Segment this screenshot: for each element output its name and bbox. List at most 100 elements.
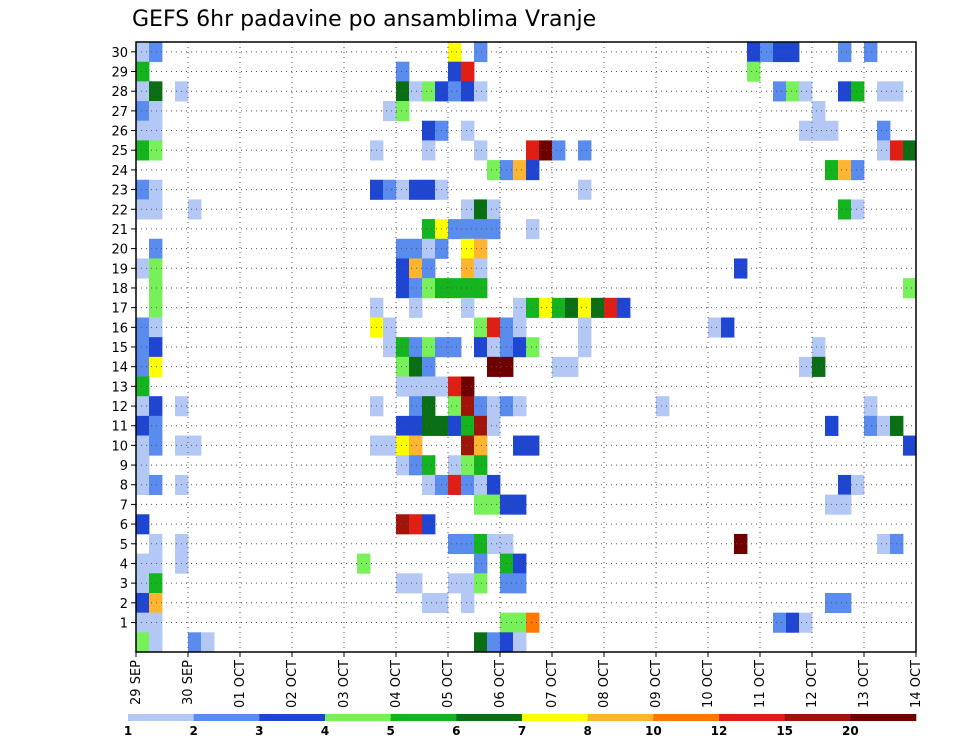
heatmap-cell (474, 278, 488, 299)
heatmap-cell (708, 317, 722, 338)
heatmap-cell (474, 494, 488, 515)
heatmap-cell (578, 317, 592, 338)
heatmap-cell (487, 317, 501, 338)
heatmap-cell (136, 356, 150, 377)
heatmap-cell (838, 42, 852, 63)
legend-label: 4 (321, 724, 329, 738)
heatmap-cell (409, 258, 423, 279)
heatmap-cell (526, 160, 540, 181)
y-tick-label: 11 (111, 420, 128, 435)
heatmap-cell (422, 81, 436, 102)
heatmap-cell (474, 219, 488, 240)
legend-label: 1 (124, 724, 132, 738)
heatmap-cell (513, 297, 527, 318)
heatmap-cell (513, 612, 527, 633)
heatmap-cell (461, 278, 475, 299)
heatmap-cell (461, 219, 475, 240)
heatmap-cell (422, 120, 436, 141)
heatmap-cell (500, 632, 514, 653)
heatmap-cell (474, 238, 488, 259)
heatmap-cell (461, 120, 475, 141)
heatmap-cell (474, 553, 488, 574)
heatmap-cell (422, 415, 436, 436)
heatmap-cell (526, 297, 540, 318)
legend-swatch (193, 714, 260, 721)
heatmap-cell (136, 101, 150, 122)
heatmap-cell (422, 140, 436, 161)
heatmap-cell (721, 317, 735, 338)
heatmap-cell (448, 81, 462, 102)
heatmap-cell (396, 81, 410, 102)
heatmap-cell (474, 258, 488, 279)
heatmap-cell (448, 415, 462, 436)
heatmap-cell (812, 356, 826, 377)
x-tick-label: 11 OCT (753, 660, 768, 708)
x-tick-label: 02 OCT (285, 660, 300, 708)
heatmap-cell (461, 297, 475, 318)
heatmap-cell (812, 120, 826, 141)
heatmap-cell (448, 278, 462, 299)
heatmap-cell (448, 573, 462, 594)
legend-swatch (259, 714, 326, 721)
heatmap-cells (136, 42, 917, 653)
heatmap-cell (461, 415, 475, 436)
heatmap-cell (136, 376, 150, 397)
heatmap-cell (149, 258, 163, 279)
heatmap-cell (149, 140, 163, 161)
heatmap-cell (513, 435, 527, 456)
heatmap-cell (799, 612, 813, 633)
legend-label: 7 (518, 724, 526, 738)
heatmap-cell (461, 592, 475, 614)
heatmap-cell (877, 140, 891, 161)
heatmap-cell (786, 42, 800, 63)
heatmap-cell (877, 120, 891, 141)
heatmap-cell (513, 317, 527, 338)
heatmap-cell (422, 179, 436, 200)
heatmap-cell (409, 573, 423, 594)
legend-label: 8 (583, 724, 591, 738)
heatmap-cell (903, 435, 917, 456)
heatmap-cell (149, 317, 163, 338)
heatmap-cell (396, 376, 410, 397)
heatmap-cell (409, 455, 423, 476)
y-tick-label: 22 (111, 203, 128, 218)
heatmap-cell (396, 179, 410, 200)
heatmap-cell (136, 61, 150, 82)
heatmap-cell (461, 455, 475, 476)
heatmap-cell (409, 514, 423, 535)
heatmap-cell (383, 435, 397, 456)
heatmap-cell (422, 337, 436, 358)
x-tick-label: 05 OCT (441, 660, 456, 708)
y-tick-label: 8 (120, 479, 128, 494)
legend-swatch (784, 714, 851, 721)
heatmap-cell (734, 533, 748, 555)
heatmap-cell (448, 42, 462, 63)
y-tick-label: 16 (111, 321, 128, 336)
heatmap-cell (578, 140, 592, 161)
heatmap-cell (136, 396, 150, 417)
heatmap-cell (474, 42, 488, 63)
heatmap-cell (422, 376, 436, 397)
y-tick-label: 18 (111, 282, 128, 297)
y-tick-label: 1 (120, 616, 128, 631)
heatmap-cell (474, 337, 488, 358)
heatmap-cell (136, 612, 150, 633)
heatmap-cell (461, 533, 475, 555)
heatmap-cell (513, 632, 527, 653)
legend-label: 15 (776, 724, 793, 738)
heatmap-cell (149, 592, 163, 614)
heatmap-cell (396, 415, 410, 436)
heatmap-cell (799, 120, 813, 141)
heatmap-cell (357, 553, 371, 574)
x-tick-label: 04 OCT (389, 660, 404, 708)
x-tick-label: 09 OCT (649, 660, 664, 708)
y-tick-label: 13 (111, 380, 128, 395)
heatmap-cell (448, 533, 462, 555)
x-tick-label: 30 SEP (181, 660, 196, 705)
heatmap-cell (136, 179, 150, 200)
heatmap-cell (474, 415, 488, 436)
heatmap-cell (448, 455, 462, 476)
heatmap-cell (539, 297, 553, 318)
heatmap-cell (474, 533, 488, 555)
x-tick-label: 03 OCT (337, 660, 352, 708)
